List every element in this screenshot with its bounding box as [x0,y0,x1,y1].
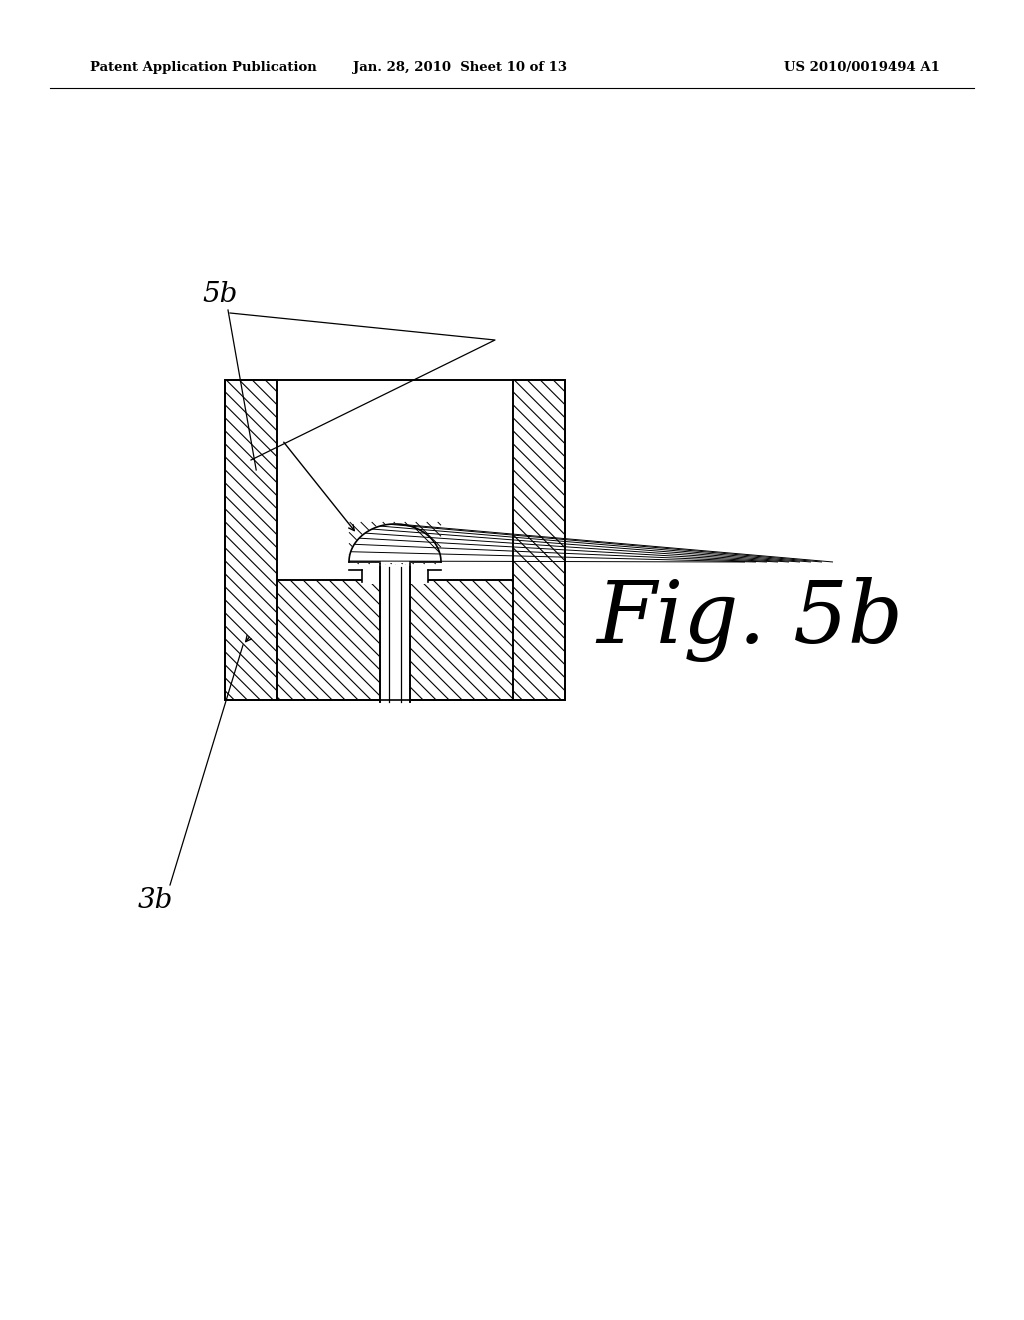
Polygon shape [349,524,441,562]
Bar [225,380,565,700]
Text: US 2010/0019494 A1: US 2010/0019494 A1 [784,62,940,74]
Bar [380,565,410,705]
Bar [380,570,410,705]
Text: Fig. 5b: Fig. 5b [597,578,903,663]
Text: 5b: 5b [203,281,238,309]
Bar [225,380,565,700]
Bar [278,579,513,700]
Text: Jan. 28, 2010  Sheet 10 of 13: Jan. 28, 2010 Sheet 10 of 13 [353,62,567,74]
Bar [361,570,428,583]
Bar [225,380,278,700]
Polygon shape [349,524,441,562]
Bar [278,380,513,579]
Bar [513,380,565,700]
Text: Patent Application Publication: Patent Application Publication [90,62,316,74]
Text: 3b: 3b [137,887,173,913]
